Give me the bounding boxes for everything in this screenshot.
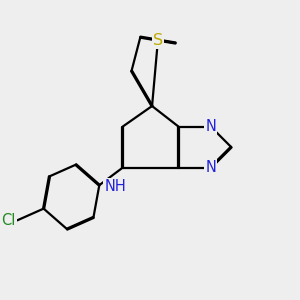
Text: S: S — [153, 33, 163, 48]
Text: Cl: Cl — [1, 213, 16, 228]
Text: N: N — [205, 160, 216, 175]
Text: NH: NH — [105, 179, 126, 194]
Text: N: N — [205, 119, 216, 134]
